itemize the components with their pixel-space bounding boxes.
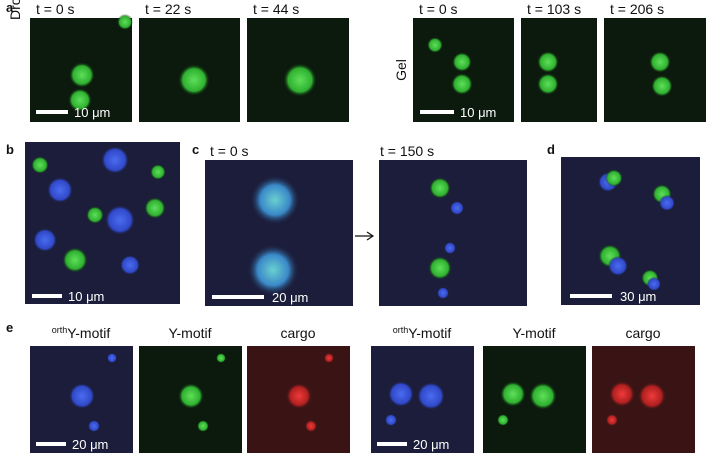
panel-label: e bbox=[6, 320, 13, 335]
blob bbox=[659, 195, 675, 211]
blob bbox=[88, 420, 100, 432]
scale-label: 20 μm bbox=[272, 290, 308, 305]
blob bbox=[450, 201, 464, 215]
blob bbox=[428, 256, 452, 280]
blob bbox=[86, 206, 104, 224]
scale-label: 10 μm bbox=[68, 289, 104, 304]
panel-label: c bbox=[192, 142, 199, 157]
blob bbox=[500, 381, 526, 407]
channel-name: Y-motif bbox=[67, 325, 110, 341]
blob bbox=[33, 228, 57, 252]
blob bbox=[388, 381, 414, 407]
blob bbox=[605, 169, 623, 187]
blob bbox=[69, 383, 95, 409]
channel-label: orthY-motif bbox=[393, 325, 452, 341]
blob bbox=[62, 247, 88, 273]
time-label: t = 0 s bbox=[210, 143, 249, 159]
blob bbox=[305, 420, 317, 432]
blob bbox=[429, 177, 451, 199]
time-label: t = 206 s bbox=[610, 1, 664, 17]
blob bbox=[283, 63, 317, 97]
channel-label: cargo bbox=[280, 325, 315, 341]
blob bbox=[452, 52, 472, 72]
channel-name: Y-motif bbox=[168, 325, 211, 341]
channel-name: Y-motif bbox=[408, 325, 451, 341]
superscript: orth bbox=[52, 325, 68, 335]
blob bbox=[250, 175, 300, 225]
blob bbox=[451, 73, 473, 95]
time-label: t = 103 s bbox=[527, 1, 581, 17]
time-label: t = 0 s bbox=[36, 1, 75, 17]
channel-label: Y-motif bbox=[168, 325, 211, 341]
time-label: t = 150 s bbox=[380, 143, 434, 159]
blob bbox=[537, 73, 559, 95]
blob bbox=[68, 88, 92, 112]
blob bbox=[101, 146, 129, 174]
image-group: 10 μm t = 0 s t = 22 s t = 44 s bbox=[30, 1, 349, 122]
row-label: Gel bbox=[393, 59, 409, 81]
blob bbox=[178, 64, 210, 96]
scale-label: 30 μm bbox=[620, 289, 656, 304]
scale-label: 20 μm bbox=[413, 437, 449, 452]
arrow-head bbox=[366, 231, 375, 241]
blob bbox=[150, 164, 166, 180]
blob bbox=[444, 242, 456, 254]
blob bbox=[529, 382, 557, 410]
channel-label: cargo bbox=[625, 325, 660, 341]
channel-name: Y-motif bbox=[512, 325, 555, 341]
blob bbox=[651, 75, 673, 97]
blob bbox=[638, 382, 666, 410]
channel-name: cargo bbox=[280, 325, 315, 341]
blob bbox=[497, 414, 509, 426]
blob bbox=[324, 353, 334, 363]
blob bbox=[385, 414, 397, 426]
blob bbox=[197, 420, 209, 432]
time-label: t = 44 s bbox=[253, 1, 299, 17]
micrograph bbox=[379, 160, 527, 306]
scale-label: 10 μm bbox=[74, 105, 110, 120]
blob bbox=[286, 383, 312, 409]
blob bbox=[427, 37, 443, 53]
blob bbox=[647, 277, 661, 291]
blob bbox=[606, 414, 618, 426]
channel-name: cargo bbox=[625, 325, 660, 341]
panel-label: b bbox=[6, 142, 14, 157]
panel-label: d bbox=[547, 142, 555, 157]
row-label: Droplet bbox=[7, 0, 23, 20]
blob bbox=[247, 244, 299, 296]
time-label: t = 0 s bbox=[419, 1, 458, 17]
blob bbox=[31, 156, 49, 174]
blob bbox=[120, 255, 140, 275]
blob bbox=[649, 51, 671, 73]
blob bbox=[69, 62, 95, 88]
blob bbox=[437, 287, 449, 299]
time-label: t = 22 s bbox=[145, 1, 191, 17]
superscript: orth bbox=[393, 325, 409, 335]
blob bbox=[107, 353, 117, 363]
micrograph bbox=[521, 18, 597, 122]
blob bbox=[609, 381, 635, 407]
micrograph bbox=[561, 157, 700, 305]
panel-label: a bbox=[6, 0, 14, 15]
blob bbox=[216, 353, 226, 363]
blob bbox=[117, 14, 133, 30]
blob bbox=[417, 382, 445, 410]
blob bbox=[178, 383, 204, 409]
blob bbox=[144, 197, 166, 219]
blob bbox=[537, 51, 559, 73]
blob bbox=[608, 256, 628, 276]
channel-label: orthY-motif bbox=[52, 325, 111, 341]
blob bbox=[105, 205, 135, 235]
image-group: 10 μm t = 0 s t = 103 s t = 206 s bbox=[413, 1, 706, 122]
channel-label: Y-motif bbox=[512, 325, 555, 341]
blob bbox=[47, 177, 73, 203]
scale-label: 20 μm bbox=[72, 437, 108, 452]
scale-label: 10 μm bbox=[460, 105, 496, 120]
